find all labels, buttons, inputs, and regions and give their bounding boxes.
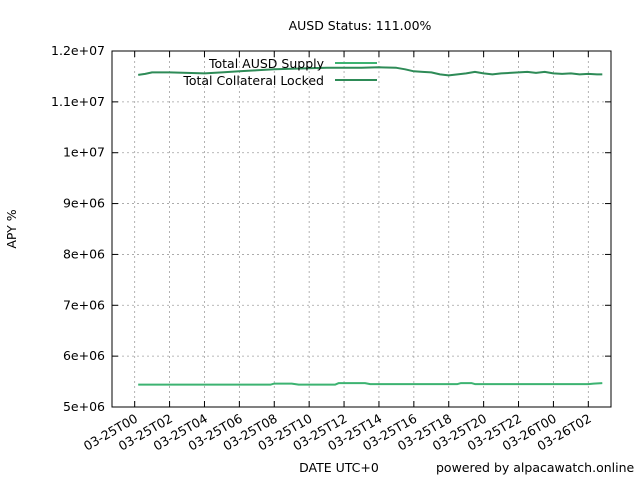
y-tick-label: 1.2e+07 <box>51 43 105 58</box>
y-tick-label: 5e+06 <box>63 399 105 414</box>
footer-credit: powered by alpacawatch.online <box>436 460 635 475</box>
x-axis-label: DATE UTC+0 <box>299 460 379 475</box>
grid <box>112 51 611 407</box>
plot-frame <box>111 50 612 408</box>
legend-label-collateral: Total Collateral Locked <box>182 73 324 88</box>
y-tick-label: 7e+06 <box>63 297 105 312</box>
y-tick-label: 8e+06 <box>63 246 105 261</box>
series-line-collateral <box>138 66 603 77</box>
y-tick-label: 9e+06 <box>63 196 105 211</box>
legend-label-supply: Total AUSD Supply <box>208 56 325 71</box>
x-axis: 03-25T0003-25T0203-25T0403-25T0603-25T08… <box>81 51 594 454</box>
y-axis: 5e+06 6e+06 7e+06 8e+06 9e+06 1e+07 1.1e+07 1.2… <box>51 43 611 414</box>
chart-title: AUSD Status: 111.00% <box>289 18 432 33</box>
legend: Total AUSD Supply Total Collateral Locke… <box>182 56 377 88</box>
y-tick-label: 1e+07 <box>63 145 105 160</box>
y-tick-label: 1.1e+07 <box>51 94 105 109</box>
series-line-supply <box>138 382 603 386</box>
y-axis-label: APY % <box>4 209 19 248</box>
series-group <box>138 66 603 386</box>
y-tick-label: 6e+06 <box>63 348 105 363</box>
